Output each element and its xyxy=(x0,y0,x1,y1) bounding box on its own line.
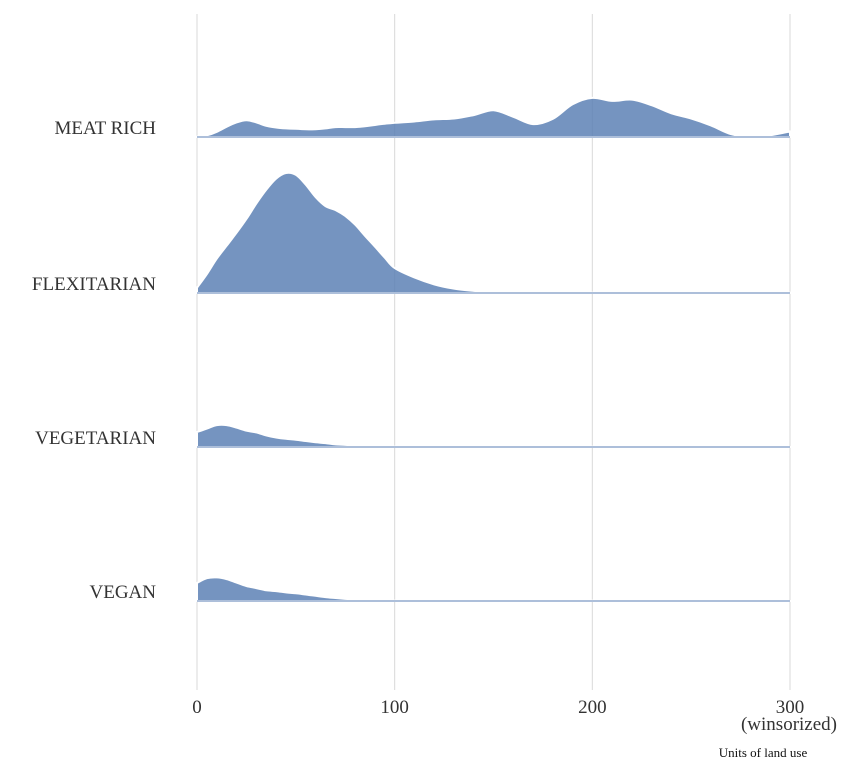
ridge-area-vegan xyxy=(196,576,791,603)
x-tick-label-300: 300 xyxy=(776,697,805,718)
ridge-area-flexitarian xyxy=(196,171,791,294)
x-axis-ticks: 0 100 200 300 xyxy=(192,697,804,718)
ridge-area-meat-rich xyxy=(196,96,791,138)
category-labels: MEAT RICH FLEXITARIAN VEGETARIAN VEGAN xyxy=(32,118,156,603)
category-label-vegan: VEGAN xyxy=(90,582,157,603)
ridge-vegan xyxy=(196,576,791,603)
x-tick-label-0: 0 xyxy=(192,697,202,718)
category-label-meat-rich: MEAT RICH xyxy=(54,118,156,139)
x-axis-note: (winsorized) xyxy=(741,714,837,735)
category-label-flexitarian: FLEXITARIAN xyxy=(32,274,156,295)
x-tick-label-100: 100 xyxy=(380,697,409,718)
ridge-meat-rich xyxy=(196,96,791,138)
ridges xyxy=(196,96,791,603)
x-axis-title: Units of land use xyxy=(719,745,808,760)
ridge-flexitarian xyxy=(196,171,791,294)
ridge-vegetarian xyxy=(196,423,791,449)
x-tick-label-200: 200 xyxy=(578,697,607,718)
category-label-vegetarian: VEGETARIAN xyxy=(35,428,156,449)
ridge-area-vegetarian xyxy=(196,423,791,449)
